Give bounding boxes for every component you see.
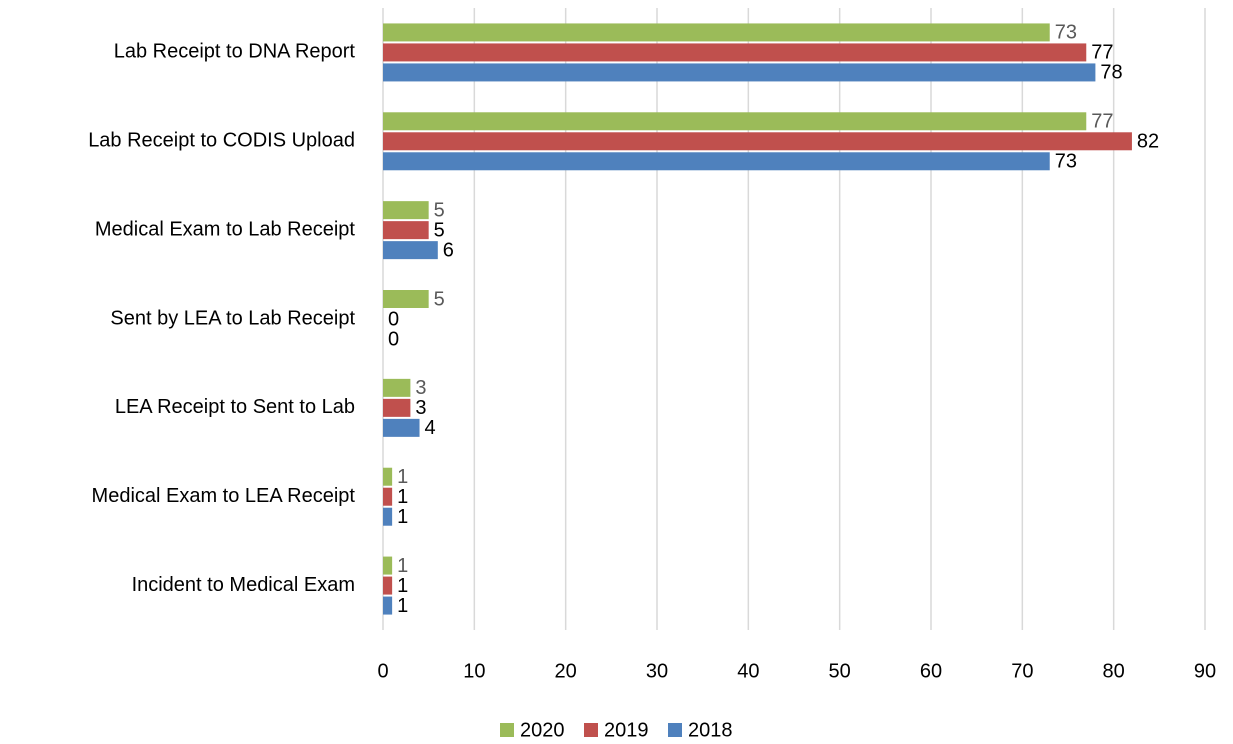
data-label: 3: [415, 397, 426, 419]
y-tick-label: LEA Receipt to Sent to Lab: [115, 396, 355, 418]
bar: [383, 507, 393, 526]
data-label: 3: [415, 377, 426, 399]
legend-label: 2018: [688, 719, 733, 741]
bar: [383, 132, 1132, 151]
y-tick-label: Lab Receipt to DNA Report: [114, 41, 356, 63]
x-tick-label: 70: [1011, 660, 1033, 682]
bar: [383, 43, 1087, 62]
data-label: 77: [1091, 111, 1113, 133]
data-label: 5: [434, 288, 445, 310]
x-tick-label: 30: [646, 660, 668, 682]
y-tick-label: Lab Receipt to CODIS Upload: [88, 130, 355, 152]
bar: [383, 112, 1087, 131]
data-label: 4: [425, 417, 436, 439]
data-label: 1: [397, 486, 408, 508]
x-tick-label: 80: [1103, 660, 1125, 682]
bar: [383, 63, 1096, 82]
y-tick-label: Sent by LEA to Lab Receipt: [110, 307, 355, 329]
bar: [383, 576, 393, 595]
x-tick-label: 50: [829, 660, 851, 682]
data-label: 77: [1091, 42, 1113, 64]
data-label: 1: [397, 466, 408, 488]
x-tick-label: 20: [555, 660, 577, 682]
x-tick-label: 40: [737, 660, 759, 682]
data-label: 6: [443, 239, 454, 261]
data-label: 5: [434, 199, 445, 221]
y-tick-label: Incident to Medical Exam: [132, 574, 355, 596]
data-label: 1: [397, 575, 408, 597]
data-label: 82: [1137, 131, 1159, 153]
bar: [383, 221, 429, 240]
legend-swatch: [668, 723, 682, 737]
data-label: 1: [397, 506, 408, 528]
data-label: 0: [388, 328, 399, 350]
data-label: 73: [1055, 151, 1077, 173]
bar: [383, 556, 393, 575]
bar: [383, 290, 429, 308]
legend-swatch: [500, 723, 514, 737]
x-tick-label: 60: [920, 660, 942, 682]
bar: [383, 378, 411, 397]
data-label: 1: [397, 595, 408, 617]
data-label: 78: [1100, 62, 1122, 84]
legend-label: 2019: [604, 719, 649, 741]
bar: [383, 241, 438, 260]
data-label: 1: [397, 555, 408, 577]
bar: [383, 201, 429, 220]
bar: [383, 398, 411, 417]
data-label: 73: [1055, 22, 1077, 44]
bar: [383, 467, 393, 486]
x-tick-label: 0: [377, 660, 388, 682]
x-tick-label: 10: [463, 660, 485, 682]
bar: [383, 418, 420, 437]
legend-swatch: [584, 723, 598, 737]
bar: [383, 487, 393, 506]
bar: [383, 23, 1050, 42]
y-tick-label: Medical Exam to LEA Receipt: [92, 485, 356, 507]
data-label: 0: [388, 308, 399, 330]
bar: [383, 596, 393, 615]
x-tick-label: 90: [1194, 660, 1216, 682]
bar: [383, 152, 1050, 171]
y-tick-label: Medical Exam to Lab Receipt: [95, 218, 356, 240]
legend-label: 2020: [520, 719, 565, 741]
data-label: 5: [434, 219, 445, 241]
